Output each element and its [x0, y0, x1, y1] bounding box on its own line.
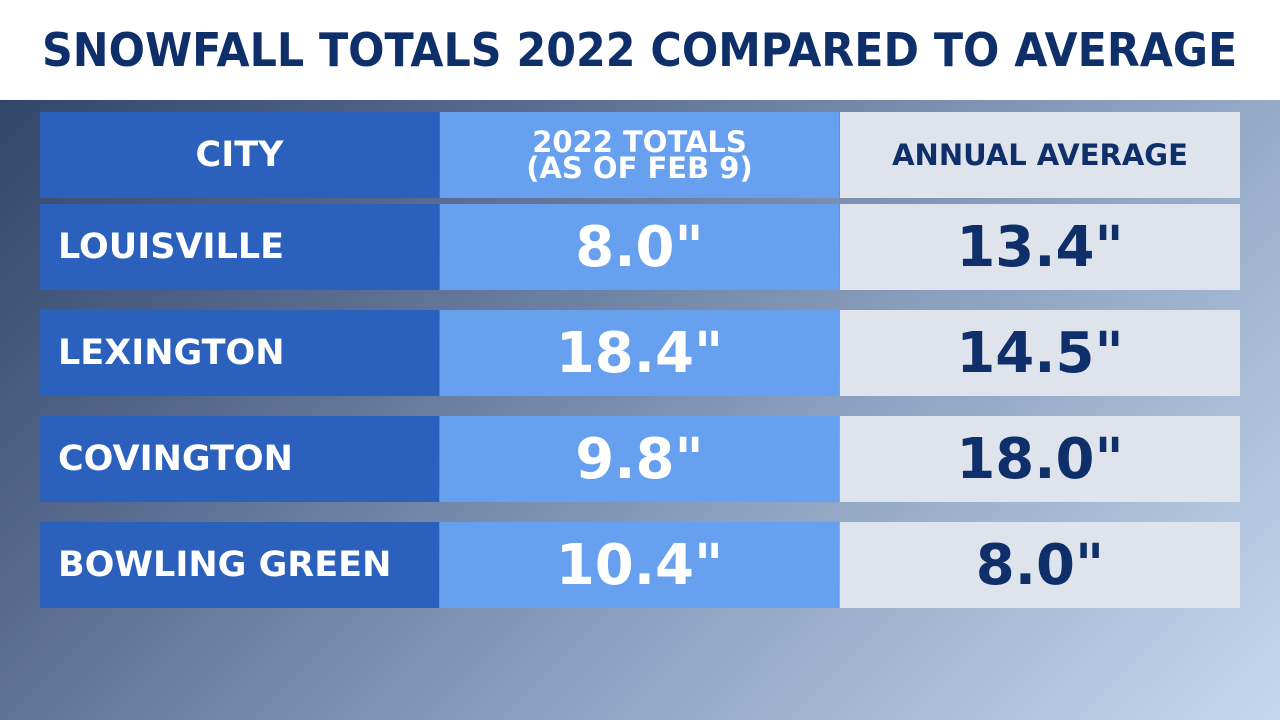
header-totals: 2022 TOTALS (AS OF FEB 9) — [440, 112, 839, 198]
header-average: ANNUAL AVERAGE — [840, 112, 1240, 198]
snowfall-table: CITY 2022 TOTALS (AS OF FEB 9) ANNUAL AV… — [40, 112, 1240, 628]
header-totals-line2: (AS OF FEB 9) — [526, 151, 753, 185]
average-cell: 13.4" — [840, 204, 1240, 290]
page-title: SNOWFALL TOTALS 2022 COMPARED TO AVERAGE — [42, 23, 1238, 77]
total-cell: 9.8" — [440, 416, 839, 502]
city-cell: BOWLING GREEN — [40, 522, 439, 608]
average-cell: 14.5" — [840, 310, 1240, 396]
total-cell: 18.4" — [440, 310, 839, 396]
table-row: COVINGTON 9.8" 18.0" — [40, 416, 1240, 502]
average-cell: 8.0" — [840, 522, 1240, 608]
header-totals-line1: 2022 TOTALS — [532, 125, 747, 159]
table-row: LEXINGTON 18.4" 14.5" — [40, 310, 1240, 396]
header-city: CITY — [40, 112, 439, 198]
city-cell: LEXINGTON — [40, 310, 439, 396]
table-header-row: CITY 2022 TOTALS (AS OF FEB 9) ANNUAL AV… — [40, 112, 1240, 198]
table-row: BOWLING GREEN 10.4" 8.0" — [40, 522, 1240, 608]
table-row: LOUISVILLE 8.0" 13.4" — [40, 204, 1240, 290]
city-cell: COVINGTON — [40, 416, 439, 502]
title-bar: SNOWFALL TOTALS 2022 COMPARED TO AVERAGE — [0, 0, 1280, 100]
average-cell: 18.0" — [840, 416, 1240, 502]
city-cell: LOUISVILLE — [40, 204, 439, 290]
total-cell: 10.4" — [440, 522, 839, 608]
total-cell: 8.0" — [440, 204, 839, 290]
